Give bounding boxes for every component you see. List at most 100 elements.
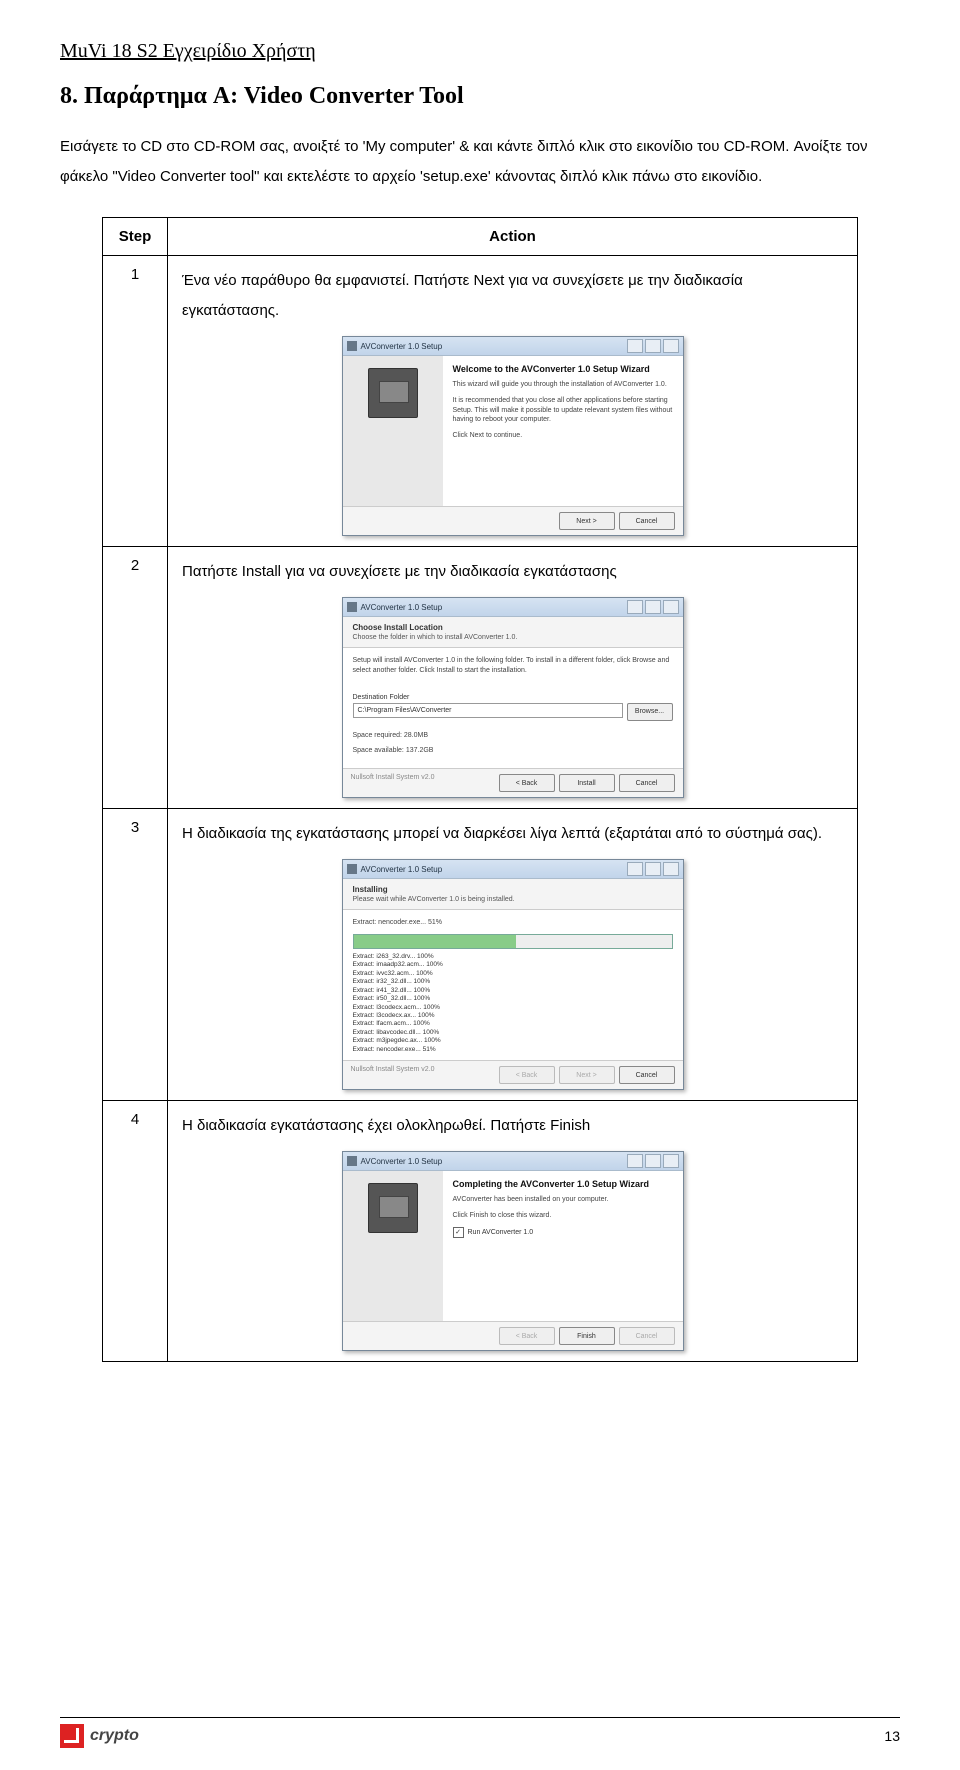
screenshot: AVConverter 1.0 Setup Choose Install Loc… [182, 597, 843, 798]
window-title: AVConverter 1.0 Setup [361, 865, 625, 874]
next-button[interactable]: Next > [559, 512, 615, 530]
maximize-button[interactable] [645, 339, 661, 353]
cancel-button[interactable]: Cancel [619, 512, 675, 530]
doc-header: MuVi 18 S2 Εγχειρίδιο Χρήστη [60, 40, 900, 63]
section-title: 8. Παράρτημα A: Video Converter Tool [60, 83, 900, 110]
file-item: Extract: l3codecx.acm... 100% [353, 1004, 673, 1012]
destination-input[interactable]: C:\Program Files\AVConverter [353, 703, 623, 718]
window-title: AVConverter 1.0 Setup [361, 1157, 625, 1166]
step-cell: Η διαδικασία εγκατάστασης έχει ολοκληρωθ… [168, 1101, 858, 1362]
close-button[interactable] [663, 600, 679, 614]
steps-table: Step Action 1 Ένα νέο παράθυρο θα εμφανι… [102, 217, 858, 1362]
file-item: Extract: ivvc32.acm... 100% [353, 970, 673, 978]
footer-logo: crypto [60, 1724, 139, 1748]
window-title: AVConverter 1.0 Setup [361, 342, 625, 351]
screenshot: AVConverter 1.0 Setup Completing the AVC… [182, 1151, 843, 1351]
file-item: Extract: nencoder.exe... 51% [353, 1046, 673, 1054]
disk-space: Space available: 137.2GB [353, 746, 673, 756]
close-button[interactable] [663, 339, 679, 353]
file-list: Extract: i263_32.drv... 100% Extract: im… [353, 953, 673, 1054]
maximize-button[interactable] [645, 1154, 661, 1168]
back-button: < Back [499, 1066, 555, 1084]
screenshot: AVConverter 1.0 Setup Installing Please … [182, 859, 843, 1090]
step-text: Πατήστε Install για να συνεχίσετε με την… [182, 557, 843, 587]
step-number: 3 [103, 809, 168, 1101]
finish-button[interactable]: Finish [559, 1327, 615, 1345]
window-title: AVConverter 1.0 Setup [361, 603, 625, 612]
step-text: Η διαδικασία της εγκατάστασης μπορεί να … [182, 819, 843, 849]
installer-window: AVConverter 1.0 Setup Installing Please … [342, 859, 684, 1090]
cancel-button[interactable]: Cancel [619, 1066, 675, 1084]
wizard-text: This wizard will guide you through the i… [453, 380, 673, 390]
nsis-label: Nullsoft Install System v2.0 [351, 774, 435, 792]
wizard-subtext: Please wait while AVConverter 1.0 is bei… [353, 896, 515, 903]
wizard-text: It is recommended that you close all oth… [453, 396, 673, 425]
file-item: Extract: l3codecx.ax... 100% [353, 1012, 673, 1020]
logo-text: crypto [90, 1727, 139, 1745]
wizard-text: Click Finish to close this wizard. [453, 1211, 673, 1221]
table-row: 3 Η διαδικασία της εγκατάστασης μπορεί ν… [103, 809, 858, 1101]
minimize-button[interactable] [627, 1154, 643, 1168]
step-number: 2 [103, 547, 168, 809]
window-titlebar: AVConverter 1.0 Setup [343, 1152, 683, 1171]
table-header-row: Step Action [103, 218, 858, 256]
step-number: 1 [103, 256, 168, 547]
back-button: < Back [499, 1327, 555, 1345]
run-checkbox[interactable]: ✓ Run AVConverter 1.0 [453, 1227, 673, 1238]
file-item: Extract: libavcodec.dll... 100% [353, 1029, 673, 1037]
wizard-subheading: Installing [353, 885, 388, 894]
file-item: Extract: i263_32.drv... 100% [353, 953, 673, 961]
minimize-button[interactable] [627, 339, 643, 353]
app-icon [347, 341, 357, 351]
window-titlebar: AVConverter 1.0 Setup [343, 337, 683, 356]
file-item: Extract: imaadp32.acm... 100% [353, 961, 673, 969]
col-action: Action [168, 218, 858, 256]
checkbox-label: Run AVConverter 1.0 [468, 1229, 534, 1236]
back-button[interactable]: < Back [499, 774, 555, 792]
next-button: Next > [559, 1066, 615, 1084]
document-page: MuVi 18 S2 Εγχειρίδιο Χρήστη 8. Παράρτημ… [0, 0, 960, 1770]
cancel-button[interactable]: Cancel [619, 774, 675, 792]
progress-bar [353, 934, 673, 949]
destination-label: Destination Folder [353, 694, 673, 701]
file-item: Extract: ir50_32.dll... 100% [353, 995, 673, 1003]
checkbox-icon[interactable]: ✓ [453, 1227, 464, 1238]
page-number: 13 [884, 1728, 900, 1744]
browse-button[interactable]: Browse... [627, 703, 673, 721]
disk-space: Space required: 28.0MB [353, 731, 673, 741]
maximize-button[interactable] [645, 862, 661, 876]
file-item: Extract: ir41_32.dll... 100% [353, 987, 673, 995]
progress-label: Extract: nencoder.exe... 51% [353, 918, 673, 928]
wizard-text: AVConverter has been installed on your c… [453, 1195, 673, 1205]
wizard-text: Click Next to continue. [453, 431, 673, 441]
wizard-heading: Completing the AVConverter 1.0 Setup Wiz… [453, 1179, 673, 1189]
step-cell: Ένα νέο παράθυρο θα εμφανιστεί. Πατήστε … [168, 256, 858, 547]
installer-window: AVConverter 1.0 Setup Choose Install Loc… [342, 597, 684, 798]
step-number: 4 [103, 1101, 168, 1362]
step-text: Η διαδικασία εγκατάστασης έχει ολοκληρωθ… [182, 1111, 843, 1141]
close-button[interactable] [663, 862, 679, 876]
wizard-heading: Welcome to the AVConverter 1.0 Setup Wiz… [453, 364, 673, 374]
app-icon [347, 602, 357, 612]
step-text: Ένα νέο παράθυρο θα εμφανιστεί. Πατήστε … [182, 266, 843, 326]
step-cell: Πατήστε Install για να συνεχίσετε με την… [168, 547, 858, 809]
close-button[interactable] [663, 1154, 679, 1168]
nsis-label: Nullsoft Install System v2.0 [351, 1066, 435, 1084]
file-item: Extract: ir32_32.dll... 100% [353, 978, 673, 986]
window-titlebar: AVConverter 1.0 Setup [343, 598, 683, 617]
intro-paragraph: Εισάγετε το CD στο CD-ROM σας, ανοιξτέ τ… [60, 132, 900, 192]
app-icon [347, 1156, 357, 1166]
install-button[interactable]: Install [559, 774, 615, 792]
wizard-icon [368, 368, 418, 418]
table-row: 1 Ένα νέο παράθυρο θα εμφανιστεί. Πατήστ… [103, 256, 858, 547]
minimize-button[interactable] [627, 600, 643, 614]
step-cell: Η διαδικασία της εγκατάστασης μπορεί να … [168, 809, 858, 1101]
wizard-subheading: Choose Install Location [353, 623, 443, 632]
screenshot: AVConverter 1.0 Setup Welcome to the AVC… [182, 336, 843, 536]
logo-icon [60, 1724, 84, 1748]
maximize-button[interactable] [645, 600, 661, 614]
file-item: Extract: lfacm.acm... 100% [353, 1020, 673, 1028]
minimize-button[interactable] [627, 862, 643, 876]
page-footer: crypto 13 [60, 1717, 900, 1748]
window-titlebar: AVConverter 1.0 Setup [343, 860, 683, 879]
